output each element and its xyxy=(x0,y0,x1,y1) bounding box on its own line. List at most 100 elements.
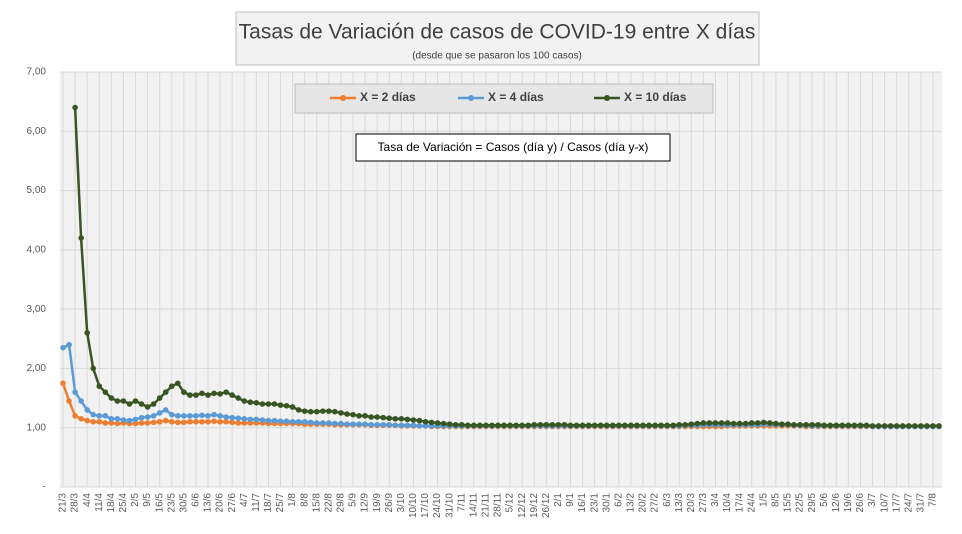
annotation-box xyxy=(355,133,671,162)
y-tick-label: 5,00 xyxy=(27,185,47,196)
data-point xyxy=(205,418,211,425)
x-tick-label: 11/7 xyxy=(251,493,262,512)
data-point xyxy=(114,416,121,422)
x-tick-label: 9/1 xyxy=(565,493,576,507)
data-point xyxy=(126,417,133,424)
data-point xyxy=(573,422,580,429)
data-point xyxy=(168,383,175,390)
data-point xyxy=(821,422,827,429)
data-point xyxy=(760,419,767,426)
x-tick-label: 28/11 xyxy=(493,493,504,518)
x-tick-label: 7/8 xyxy=(928,493,939,507)
data-point xyxy=(332,408,338,415)
data-point xyxy=(193,392,199,398)
data-point xyxy=(815,421,821,428)
chart-subtitle: (desde que se pasaron los 100 casos) xyxy=(412,51,582,62)
data-point xyxy=(181,419,187,426)
data-point xyxy=(350,411,356,418)
legend-label: X = 2 días xyxy=(360,90,416,104)
data-point xyxy=(682,421,689,428)
x-tick-label: 4/4 xyxy=(82,493,93,507)
data-point xyxy=(640,422,646,429)
data-point xyxy=(60,380,66,387)
data-point xyxy=(591,422,598,429)
y-tick-label: 6,00 xyxy=(27,126,47,137)
data-point xyxy=(181,413,187,419)
data-point xyxy=(628,422,634,429)
data-point xyxy=(168,418,175,425)
x-tick-label: 29/5 xyxy=(807,493,818,513)
data-point xyxy=(356,413,362,419)
data-point xyxy=(277,402,284,408)
x-tick-label: 31/7 xyxy=(915,493,926,513)
data-point xyxy=(114,398,121,404)
data-point xyxy=(634,422,640,429)
data-point xyxy=(144,414,151,420)
data-point xyxy=(132,420,139,427)
y-tick-label: 1,00 xyxy=(27,422,47,433)
data-point xyxy=(162,407,169,413)
data-point xyxy=(863,422,870,429)
data-point xyxy=(392,416,399,422)
data-point xyxy=(905,423,912,429)
data-point xyxy=(676,421,683,428)
data-point xyxy=(416,417,423,424)
data-point xyxy=(301,418,308,425)
data-point xyxy=(700,420,707,426)
data-point xyxy=(380,421,386,428)
data-point xyxy=(833,422,840,429)
data-point xyxy=(767,420,773,426)
data-point xyxy=(338,410,344,416)
data-point xyxy=(187,413,193,419)
y-tick-label: 7,00 xyxy=(27,67,47,78)
data-point xyxy=(72,413,78,419)
data-point xyxy=(223,389,229,395)
data-point xyxy=(120,417,127,423)
data-point xyxy=(368,421,374,428)
x-tick-label: 13/6 xyxy=(203,493,214,513)
data-point xyxy=(72,104,78,111)
data-point xyxy=(893,423,900,429)
data-point xyxy=(422,423,429,429)
data-point xyxy=(301,408,308,414)
legend-marker xyxy=(604,95,610,101)
data-point xyxy=(175,380,181,387)
data-point xyxy=(845,422,852,429)
x-tick-label: 20/6 xyxy=(215,493,226,513)
data-point xyxy=(561,421,568,428)
x-tick-label: 1/8 xyxy=(287,493,298,507)
data-point xyxy=(936,423,942,429)
data-point xyxy=(912,423,918,429)
data-point xyxy=(84,417,90,424)
data-point xyxy=(114,420,121,427)
data-point xyxy=(217,413,223,419)
data-point xyxy=(754,420,761,426)
x-tick-label: 19/9 xyxy=(372,493,383,513)
data-point xyxy=(404,422,411,429)
data-point xyxy=(162,389,169,395)
legend: X = 2 días X = 4 días X = 10 días xyxy=(330,90,687,104)
data-point xyxy=(150,413,157,419)
data-point xyxy=(193,418,199,425)
data-point xyxy=(803,421,809,428)
data-point xyxy=(477,422,483,429)
data-point xyxy=(205,413,211,419)
data-point xyxy=(60,344,66,351)
data-point xyxy=(924,423,930,429)
data-point xyxy=(507,422,513,429)
data-point xyxy=(730,420,737,427)
data-point xyxy=(271,401,278,407)
data-point xyxy=(362,421,368,427)
data-point xyxy=(102,413,109,419)
data-point xyxy=(495,422,501,429)
y-tick-label: - xyxy=(43,482,46,493)
data-point xyxy=(84,407,90,413)
x-tick-label: 6/3 xyxy=(662,493,673,507)
data-point xyxy=(398,422,405,429)
x-tick-label: 2/5 xyxy=(130,493,141,507)
data-point xyxy=(241,398,248,404)
data-point xyxy=(283,402,290,409)
data-point xyxy=(344,411,350,417)
data-point xyxy=(259,401,266,407)
